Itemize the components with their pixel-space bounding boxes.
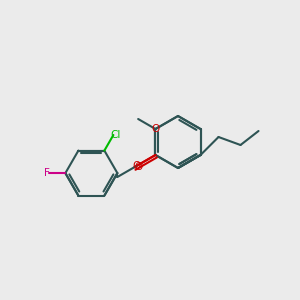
Text: O: O [152, 124, 160, 134]
Text: Cl: Cl [110, 130, 121, 140]
Text: F: F [44, 168, 50, 178]
Text: O: O [134, 162, 142, 172]
Text: O: O [132, 161, 141, 171]
